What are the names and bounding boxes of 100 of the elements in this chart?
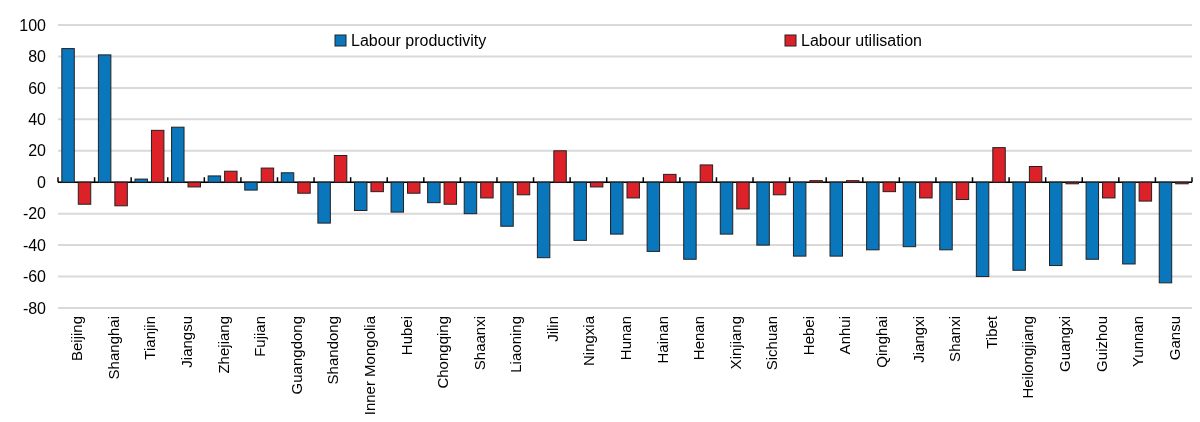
bar bbox=[1028, 166, 1043, 183]
y-tick-label: 0 bbox=[37, 173, 47, 191]
x-tick-label: Anhui bbox=[836, 316, 854, 355]
y-tick-label: 60 bbox=[28, 79, 47, 97]
x-tick-label: Beijing bbox=[68, 316, 86, 362]
x-tick-label: Fujian bbox=[251, 316, 269, 357]
y-tick-label: -40 bbox=[22, 236, 47, 254]
y-tick-label: 20 bbox=[28, 142, 47, 160]
x-tick-label: Ningxia bbox=[580, 315, 598, 367]
x-tick-label: Guangxi bbox=[1055, 316, 1073, 372]
x-tick-label: Guangdong bbox=[287, 316, 305, 395]
bar bbox=[646, 181, 661, 252]
bar bbox=[992, 147, 1006, 183]
bar bbox=[1122, 181, 1136, 265]
bar bbox=[1158, 181, 1173, 284]
bar bbox=[699, 164, 714, 183]
bar bbox=[792, 181, 807, 257]
bar bbox=[772, 181, 787, 196]
bar bbox=[610, 181, 624, 235]
bar bbox=[187, 181, 201, 188]
bar bbox=[536, 181, 551, 259]
x-tick-label: Jiangxi bbox=[909, 316, 927, 363]
x-tick-label: Jiangsu bbox=[178, 316, 196, 368]
bar bbox=[955, 181, 970, 201]
bar bbox=[171, 126, 185, 183]
y-tick-label: -80 bbox=[22, 299, 47, 317]
legend-label: Labour productivity bbox=[351, 32, 487, 49]
bar bbox=[829, 181, 843, 257]
y-tick-label: -20 bbox=[22, 205, 47, 223]
bar bbox=[443, 181, 458, 205]
bar bbox=[719, 181, 734, 235]
x-tick-label: Hubei bbox=[397, 316, 415, 356]
bar bbox=[407, 181, 421, 194]
x-tick-label: Hunan bbox=[617, 316, 634, 361]
bar bbox=[866, 181, 880, 251]
y-tick-label: 80 bbox=[28, 48, 47, 66]
x-tick-label: Guizhou bbox=[1092, 316, 1110, 372]
bar bbox=[97, 54, 112, 183]
x-tick-label: Inner Mongolia bbox=[360, 315, 378, 416]
x-tick-label: Hebei bbox=[799, 316, 817, 356]
bar bbox=[390, 181, 405, 213]
y-tick-label: 40 bbox=[28, 110, 47, 128]
bar bbox=[114, 181, 128, 207]
bar bbox=[1012, 181, 1026, 271]
x-tick-label: Chongqing bbox=[434, 316, 452, 389]
x-tick-label: Liaoning bbox=[507, 316, 525, 373]
x-tick-label: Shaanxi bbox=[470, 316, 488, 371]
x-tick-label: Tibet bbox=[982, 315, 1000, 349]
x-tick-label: Shanghai bbox=[104, 316, 122, 380]
x-tick-label: Gansu bbox=[1165, 316, 1183, 361]
x-tick-label: Sichuan bbox=[763, 316, 781, 371]
bar bbox=[333, 154, 348, 183]
bar bbox=[134, 178, 148, 183]
y-tick-label: -60 bbox=[22, 268, 47, 286]
bar bbox=[463, 181, 478, 215]
bar bbox=[280, 172, 295, 183]
x-tick-label: Xinjiang bbox=[726, 316, 744, 370]
bar bbox=[1049, 181, 1063, 267]
x-tick-label: Henan bbox=[690, 316, 708, 361]
bar bbox=[553, 150, 567, 183]
bar bbox=[207, 175, 222, 183]
bar bbox=[1102, 181, 1116, 199]
bar bbox=[902, 181, 917, 248]
bar bbox=[353, 181, 368, 212]
legend-label: Labour utilisation bbox=[801, 32, 922, 49]
bar bbox=[480, 181, 494, 199]
bar bbox=[260, 167, 275, 183]
bar bbox=[1085, 181, 1100, 260]
bar bbox=[370, 181, 384, 193]
bar bbox=[317, 181, 331, 224]
bar bbox=[939, 181, 953, 251]
bar bbox=[244, 181, 258, 191]
x-tick-label: Tianjin bbox=[141, 316, 159, 360]
bar bbox=[589, 181, 604, 188]
y-tick-label: 100 bbox=[19, 16, 47, 34]
bar bbox=[77, 181, 92, 205]
bar bbox=[919, 181, 933, 199]
x-tick-label: Heilongjiang bbox=[1019, 316, 1037, 399]
bar bbox=[663, 173, 677, 183]
bar bbox=[150, 129, 165, 183]
x-tick-label: Shandong bbox=[324, 316, 342, 385]
x-tick-label: Shanxi bbox=[946, 316, 964, 362]
x-tick-label: Jilin bbox=[543, 316, 561, 342]
bar bbox=[500, 181, 514, 227]
bar bbox=[516, 181, 531, 196]
bar bbox=[224, 170, 238, 183]
bar bbox=[736, 181, 750, 210]
bar bbox=[683, 181, 697, 260]
bar bbox=[882, 181, 897, 193]
bar bbox=[1138, 181, 1153, 202]
x-tick-label: Yunnan bbox=[1129, 316, 1147, 367]
x-tick-label: Qinghai bbox=[873, 316, 891, 368]
bar bbox=[297, 181, 311, 194]
x-tick-label: Hainan bbox=[653, 316, 671, 364]
bar bbox=[626, 181, 640, 199]
bar bbox=[427, 181, 441, 204]
bar bbox=[756, 181, 770, 246]
bar bbox=[573, 181, 587, 241]
bar bbox=[975, 181, 990, 278]
bar bbox=[61, 48, 75, 183]
